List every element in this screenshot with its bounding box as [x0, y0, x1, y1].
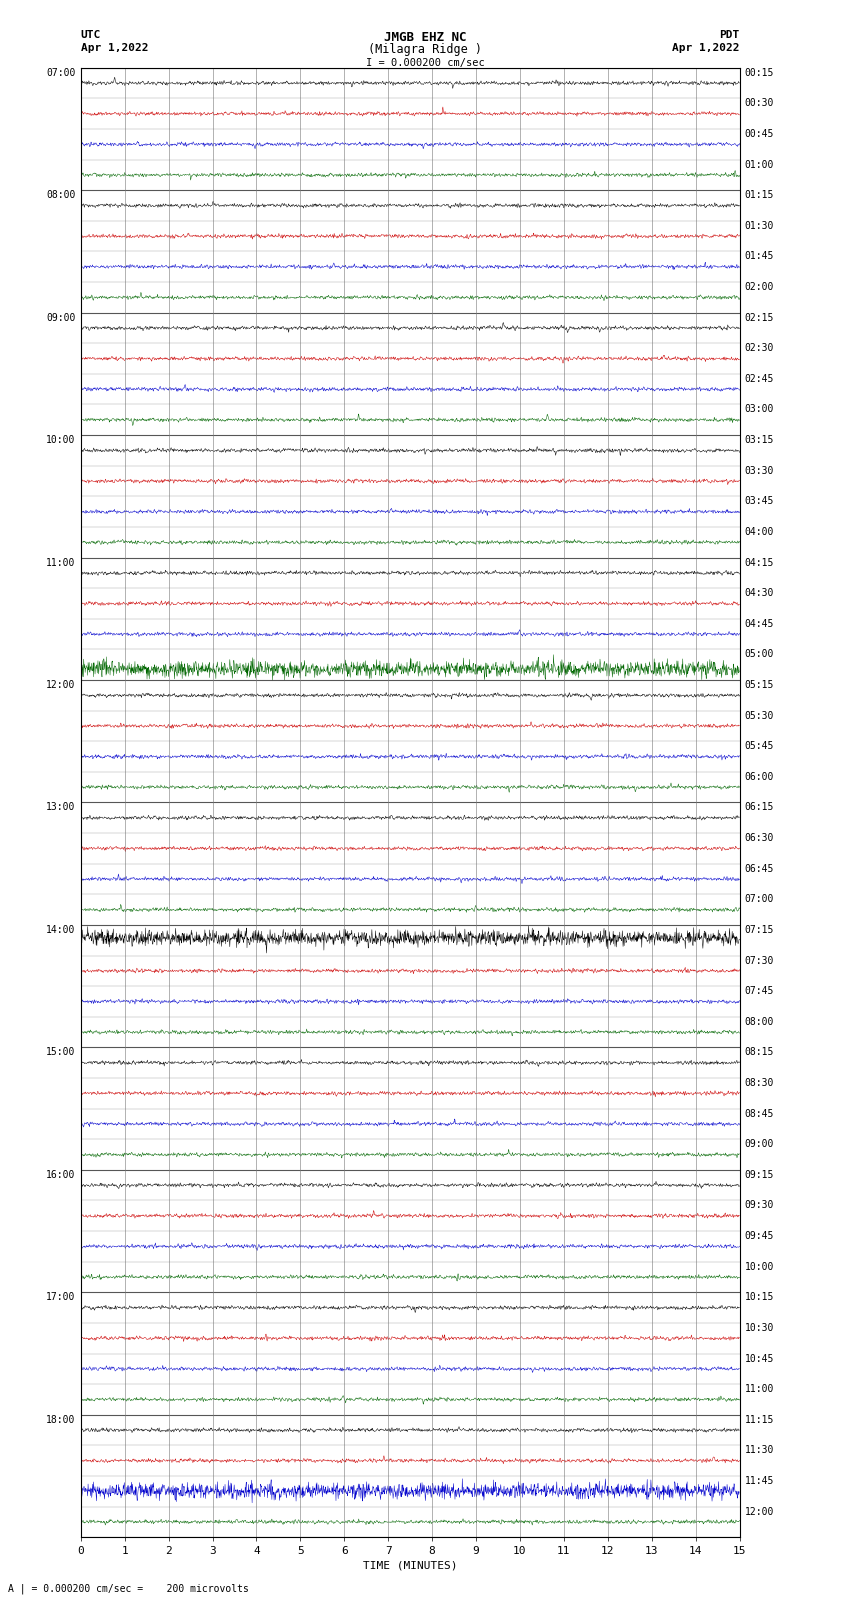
Text: 01:45: 01:45 — [745, 252, 774, 261]
Text: 04:00: 04:00 — [745, 527, 774, 537]
X-axis label: TIME (MINUTES): TIME (MINUTES) — [363, 1560, 457, 1571]
Text: 04:45: 04:45 — [745, 619, 774, 629]
Text: Apr 1,2022: Apr 1,2022 — [672, 44, 740, 53]
Text: 09:00: 09:00 — [745, 1139, 774, 1148]
Text: 04:30: 04:30 — [745, 589, 774, 598]
Text: 05:30: 05:30 — [745, 711, 774, 721]
Text: 09:15: 09:15 — [745, 1169, 774, 1179]
Text: 07:45: 07:45 — [745, 986, 774, 997]
Text: 03:30: 03:30 — [745, 466, 774, 476]
Text: 02:15: 02:15 — [745, 313, 774, 323]
Text: Apr 1,2022: Apr 1,2022 — [81, 44, 148, 53]
Text: 00:30: 00:30 — [745, 98, 774, 108]
Text: 02:00: 02:00 — [745, 282, 774, 292]
Text: 08:00: 08:00 — [745, 1016, 774, 1027]
Text: 11:15: 11:15 — [745, 1415, 774, 1424]
Text: 06:45: 06:45 — [745, 863, 774, 874]
Text: 10:15: 10:15 — [745, 1292, 774, 1302]
Text: 09:30: 09:30 — [745, 1200, 774, 1210]
Text: 13:00: 13:00 — [46, 803, 76, 813]
Text: 05:45: 05:45 — [745, 742, 774, 752]
Text: 02:30: 02:30 — [745, 344, 774, 353]
Text: 12:00: 12:00 — [46, 681, 76, 690]
Text: 12:00: 12:00 — [745, 1507, 774, 1516]
Text: 06:15: 06:15 — [745, 803, 774, 813]
Text: 02:45: 02:45 — [745, 374, 774, 384]
Text: I = 0.000200 cm/sec: I = 0.000200 cm/sec — [366, 58, 484, 68]
Text: 15:00: 15:00 — [46, 1047, 76, 1058]
Text: 17:00: 17:00 — [46, 1292, 76, 1302]
Text: 11:00: 11:00 — [745, 1384, 774, 1394]
Text: 07:00: 07:00 — [46, 68, 76, 77]
Text: 08:15: 08:15 — [745, 1047, 774, 1058]
Text: 00:45: 00:45 — [745, 129, 774, 139]
Text: 06:00: 06:00 — [745, 773, 774, 782]
Text: A | = 0.000200 cm/sec =    200 microvolts: A | = 0.000200 cm/sec = 200 microvolts — [8, 1582, 249, 1594]
Text: 09:00: 09:00 — [46, 313, 76, 323]
Text: 10:45: 10:45 — [745, 1353, 774, 1363]
Text: 11:30: 11:30 — [745, 1445, 774, 1455]
Text: 01:00: 01:00 — [745, 160, 774, 169]
Text: PDT: PDT — [719, 31, 740, 40]
Text: 07:00: 07:00 — [745, 894, 774, 905]
Text: 04:15: 04:15 — [745, 558, 774, 568]
Text: 07:30: 07:30 — [745, 955, 774, 966]
Text: 03:15: 03:15 — [745, 436, 774, 445]
Text: 16:00: 16:00 — [46, 1169, 76, 1179]
Text: 07:15: 07:15 — [745, 924, 774, 936]
Text: 03:00: 03:00 — [745, 405, 774, 415]
Text: 10:30: 10:30 — [745, 1323, 774, 1332]
Text: 05:15: 05:15 — [745, 681, 774, 690]
Text: 08:00: 08:00 — [46, 190, 76, 200]
Text: 11:45: 11:45 — [745, 1476, 774, 1486]
Text: 08:45: 08:45 — [745, 1108, 774, 1118]
Text: 05:00: 05:00 — [745, 650, 774, 660]
Text: 09:45: 09:45 — [745, 1231, 774, 1240]
Text: 03:45: 03:45 — [745, 497, 774, 506]
Text: 18:00: 18:00 — [46, 1415, 76, 1424]
Text: (Milagra Ridge ): (Milagra Ridge ) — [368, 44, 482, 56]
Text: 01:15: 01:15 — [745, 190, 774, 200]
Text: 01:30: 01:30 — [745, 221, 774, 231]
Text: 00:15: 00:15 — [745, 68, 774, 77]
Text: 08:30: 08:30 — [745, 1077, 774, 1089]
Text: 14:00: 14:00 — [46, 924, 76, 936]
Text: UTC: UTC — [81, 31, 101, 40]
Text: 10:00: 10:00 — [46, 436, 76, 445]
Text: 11:00: 11:00 — [46, 558, 76, 568]
Text: JMGB EHZ NC: JMGB EHZ NC — [383, 31, 467, 44]
Text: 10:00: 10:00 — [745, 1261, 774, 1271]
Text: 06:30: 06:30 — [745, 832, 774, 844]
